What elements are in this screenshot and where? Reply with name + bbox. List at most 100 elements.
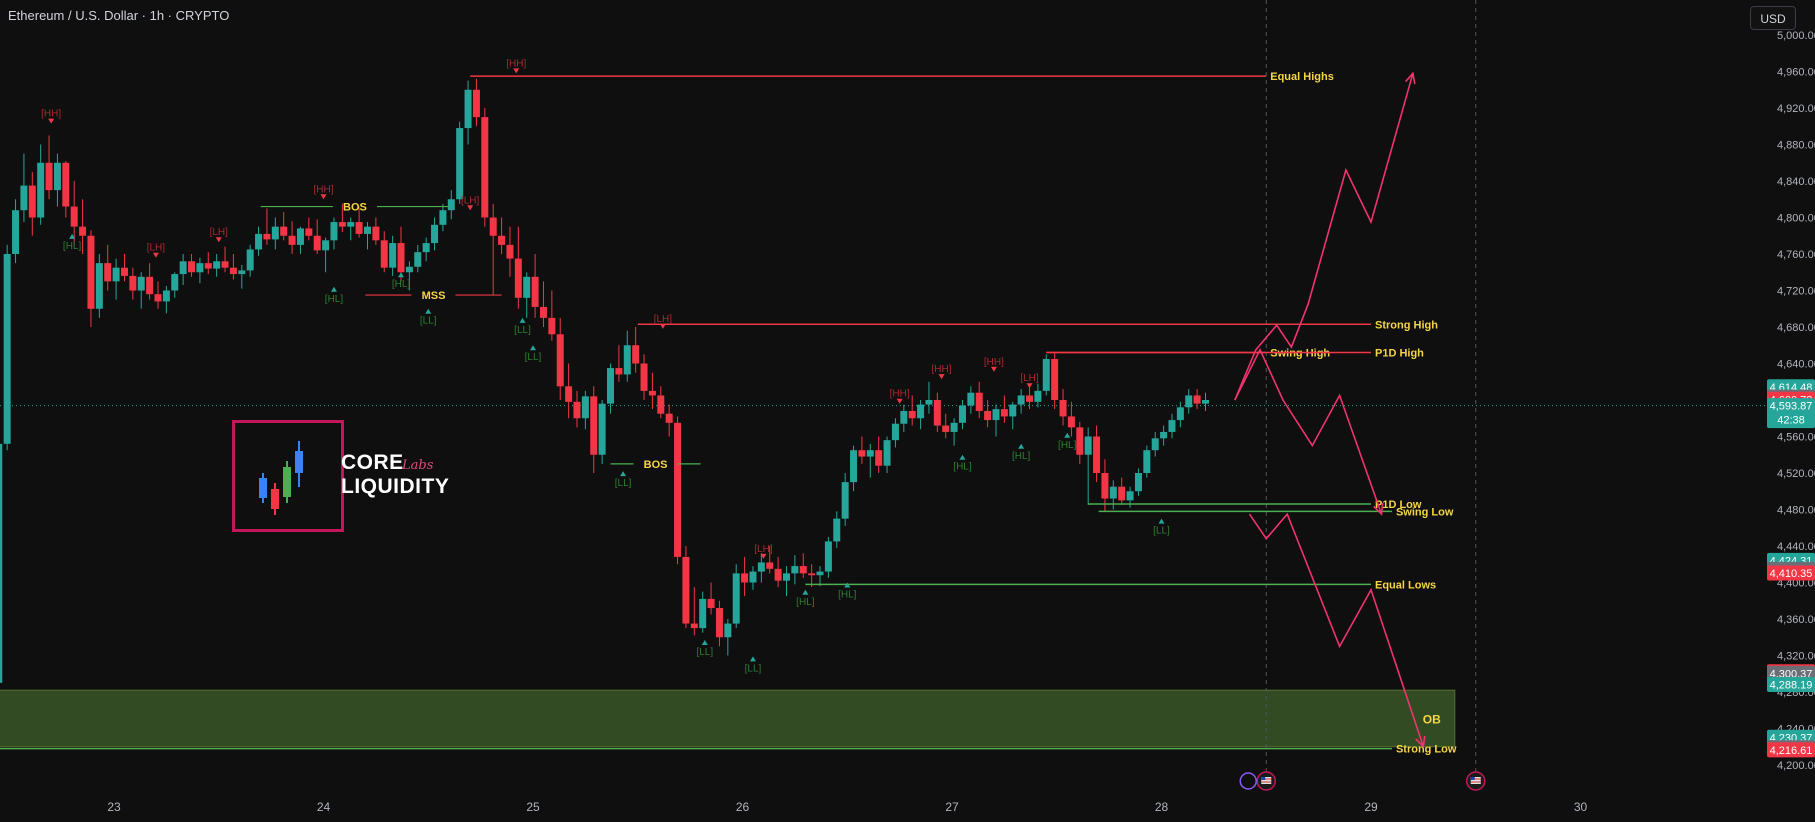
level-label: Strong Low — [1396, 744, 1457, 756]
swing-marker — [844, 582, 851, 588]
level-label: Swing Low — [1396, 506, 1454, 518]
candle — [95, 263, 103, 309]
x-tick-label: 28 — [1155, 800, 1169, 814]
candle — [305, 228, 313, 236]
logo-text-core: CORE — [341, 451, 404, 474]
candle — [690, 623, 698, 629]
swing-marker — [467, 205, 474, 211]
candle — [598, 403, 606, 455]
candle — [824, 541, 832, 572]
price-badge-label: 4,593.87 — [1770, 401, 1813, 413]
swing-label: [HL] — [953, 462, 972, 473]
projection-arrowhead — [1373, 503, 1384, 516]
swing-marker — [1064, 432, 1071, 438]
candle — [171, 274, 179, 291]
candle — [724, 623, 732, 638]
candle — [1000, 409, 1008, 417]
candle — [1101, 473, 1109, 499]
candle — [112, 267, 120, 282]
time-axis[interactable] — [0, 775, 1765, 822]
candle — [699, 598, 707, 629]
candle — [213, 261, 221, 269]
candle — [62, 162, 70, 207]
swing-label: [LL] — [615, 478, 632, 489]
candle — [129, 275, 137, 291]
x-tick-label: 30 — [1574, 800, 1588, 814]
level-label: Equal Highs — [1270, 71, 1334, 83]
candle — [1193, 395, 1201, 404]
candle — [70, 206, 78, 227]
candle — [565, 386, 573, 402]
y-tick-label: 4,760.00 — [1777, 249, 1815, 261]
split-event-icon[interactable] — [1239, 772, 1257, 790]
candle — [464, 89, 472, 129]
candle — [766, 562, 774, 569]
y-tick-label: 4,880.00 — [1777, 140, 1815, 152]
candle — [590, 396, 598, 455]
candle — [682, 556, 690, 624]
flag-body — [1470, 777, 1481, 784]
swing-marker — [530, 345, 536, 351]
x-tick-label: 27 — [945, 800, 959, 814]
swing-label: [LL] — [514, 325, 531, 336]
candle — [791, 566, 799, 574]
candle — [439, 210, 447, 225]
candle — [363, 226, 371, 234]
candle — [933, 400, 941, 426]
candle — [908, 410, 916, 419]
candle — [1134, 473, 1142, 492]
swing-marker — [320, 194, 327, 200]
candle — [322, 240, 330, 251]
candle — [1042, 358, 1050, 391]
x-tick-label: 24 — [317, 800, 331, 814]
candle — [975, 392, 983, 411]
swing-marker — [69, 233, 76, 239]
candle — [280, 226, 288, 236]
candle — [967, 392, 975, 406]
candle — [883, 440, 891, 466]
level-label: P1D Low — [1375, 499, 1422, 511]
flag-body — [1261, 777, 1272, 784]
candle — [397, 243, 405, 273]
flag-canton — [1470, 777, 1475, 780]
candle — [984, 410, 992, 421]
candle — [380, 240, 388, 268]
candle — [774, 568, 782, 581]
candle — [28, 185, 36, 218]
candle — [741, 573, 749, 583]
projection-arrowhead — [1415, 735, 1426, 749]
candle — [162, 290, 170, 302]
candle — [1017, 395, 1025, 405]
swing-label: [LH] — [1020, 373, 1039, 384]
candle — [958, 405, 966, 423]
swing-marker — [802, 589, 809, 595]
candle — [1059, 400, 1067, 417]
y-tick-label: 4,920.00 — [1777, 103, 1815, 115]
candle — [79, 226, 87, 236]
candle — [715, 608, 723, 638]
candle — [782, 573, 790, 581]
price-badge — [1767, 398, 1815, 429]
candle — [623, 345, 631, 375]
y-tick-label: 4,840.00 — [1777, 176, 1815, 188]
candle — [1151, 438, 1159, 451]
symbol-title: Ethereum / U.S. Dollar · 1h · CRYPTO — [8, 8, 230, 23]
swing-marker — [620, 471, 627, 477]
swing-label: [HH] — [890, 389, 910, 400]
candle — [20, 185, 28, 211]
candle — [263, 233, 271, 240]
currency-button[interactable]: USD — [1750, 6, 1796, 30]
plot-background — [0, 0, 1765, 775]
candle — [238, 270, 246, 275]
candle — [37, 162, 45, 218]
swing-marker — [1018, 443, 1025, 449]
swing-label: [HL] — [63, 241, 82, 252]
swing-label: [LH] — [654, 314, 673, 325]
y-tick-label: 4,800.00 — [1777, 213, 1815, 225]
swing-marker — [990, 366, 997, 372]
candle — [1009, 404, 1017, 417]
candle — [12, 210, 20, 254]
y-tick-label: 4,520.00 — [1777, 468, 1815, 480]
